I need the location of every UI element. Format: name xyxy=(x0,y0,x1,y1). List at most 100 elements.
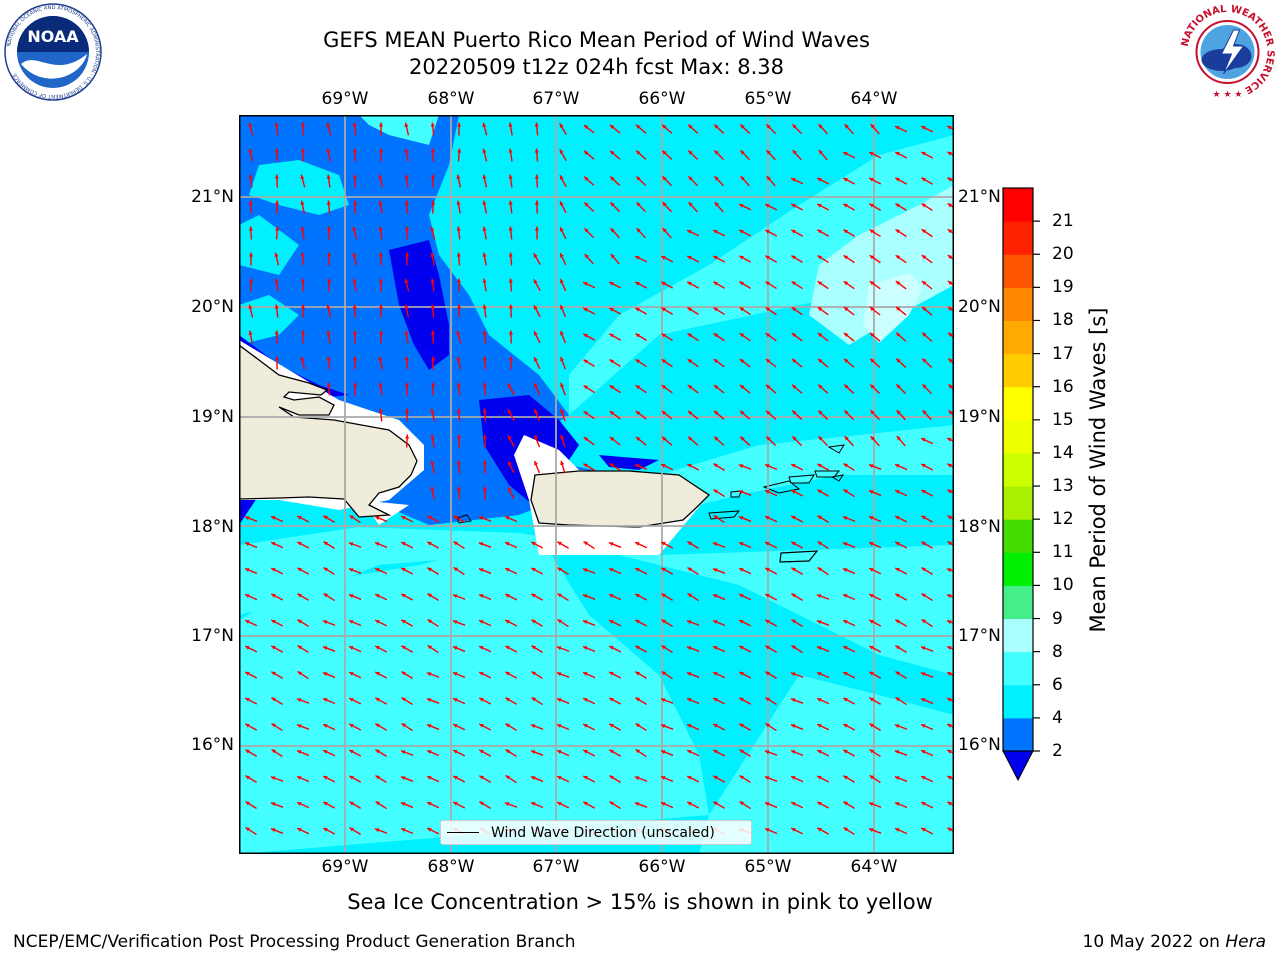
wind-wave-arrowhead xyxy=(688,150,693,155)
wind-wave-arrowhead xyxy=(947,126,952,130)
wind-wave-arrowhead xyxy=(271,516,276,520)
wind-wave-arrowhead xyxy=(456,330,461,336)
wind-wave-arrowhead xyxy=(843,723,848,728)
wind-wave-arrowhead xyxy=(817,332,823,338)
wind-wave-arrowhead xyxy=(894,724,900,729)
wind-wave-arrowhead xyxy=(378,356,383,362)
wind-wave-arrowhead xyxy=(609,646,614,650)
wind-wave-arrowhead xyxy=(740,410,745,415)
wind-wave-arrowhead xyxy=(375,723,380,728)
sea-ice-footnote: Sea Ice Concentration > 15% is shown in … xyxy=(347,890,933,914)
wind-wave-arrowhead xyxy=(922,358,927,363)
wind-wave-arrowhead xyxy=(765,593,770,598)
wind-wave-arrowhead xyxy=(738,516,744,520)
wind-wave-arrowhead xyxy=(713,384,719,390)
wind-wave-arrowhead xyxy=(687,385,693,390)
wave-period-map xyxy=(239,115,954,854)
wind-wave-arrowhead xyxy=(765,464,770,468)
wind-wave-arrowhead xyxy=(404,356,409,361)
wind-wave-arrowhead xyxy=(400,776,406,781)
wind-wave-arrowhead xyxy=(792,436,797,441)
wind-wave-arrowhead xyxy=(635,256,640,260)
wind-wave-arrowhead xyxy=(947,750,952,754)
wind-wave-arrowhead xyxy=(349,724,354,728)
wind-wave-arrowhead xyxy=(378,382,383,387)
wind-wave-arrowhead xyxy=(375,801,381,806)
wind-wave-arrowhead xyxy=(688,436,693,441)
colorbar-block xyxy=(1003,320,1033,355)
wind-wave-arrowhead xyxy=(947,515,952,520)
wind-wave-arrowhead xyxy=(349,775,354,780)
wind-wave-arrowhead xyxy=(274,174,279,179)
wind-wave-arrowhead xyxy=(353,200,358,205)
wind-wave-arrowhead xyxy=(869,671,874,676)
colorbar-block xyxy=(1003,188,1033,222)
wind-wave-arrowhead xyxy=(583,124,589,130)
wind-wave-arrowhead xyxy=(530,724,536,729)
wind-wave-arrowhead xyxy=(740,176,745,181)
wind-wave-arrowhead xyxy=(921,593,926,598)
wind-wave-arrowhead xyxy=(482,200,487,205)
wind-wave-arrowhead xyxy=(249,278,254,283)
colorbar-tick-label: 12 xyxy=(1052,509,1074,530)
wind-wave-arrowhead xyxy=(583,308,588,312)
wind-wave-arrowhead xyxy=(714,150,719,155)
wind-wave-arrowhead xyxy=(739,307,745,312)
colorbar-block xyxy=(1003,287,1033,321)
wind-wave-arrowhead xyxy=(274,278,279,283)
lat-label-left: 16°N xyxy=(191,735,234,755)
wind-wave-arrowhead xyxy=(843,672,848,676)
wind-wave-arrowhead xyxy=(765,490,770,494)
wind-wave-arrowhead xyxy=(843,827,848,832)
wind-wave-arrowhead xyxy=(817,750,822,754)
wind-wave-arrowhead xyxy=(505,671,510,676)
wind-wave-arrowhead xyxy=(300,226,305,231)
wind-wave-arrowhead xyxy=(479,801,484,806)
wind-wave-arrowhead xyxy=(921,126,926,130)
wind-wave-arrowhead xyxy=(297,567,302,572)
lat-label-left: 20°N xyxy=(191,297,234,317)
wind-wave-arrowhead xyxy=(609,775,614,780)
wind-wave-arrowhead xyxy=(817,463,822,468)
colorbar-tick-label: 11 xyxy=(1052,542,1074,563)
wind-wave-arrowhead xyxy=(713,749,718,754)
wind-wave-arrowhead xyxy=(843,698,848,702)
wind-wave-arrowhead xyxy=(326,122,331,128)
wind-wave-arrowhead xyxy=(326,356,331,361)
wind-wave-arrowhead xyxy=(456,226,461,231)
wind-wave-arrowhead xyxy=(687,463,692,468)
wind-wave-arrowhead xyxy=(245,801,250,806)
colorbar-block xyxy=(1003,221,1033,255)
wind-wave-arrowhead xyxy=(634,802,640,807)
wind-wave-arrowhead xyxy=(560,227,564,232)
wind-wave-arrowhead xyxy=(868,828,874,833)
wind-wave-arrowhead xyxy=(583,672,588,676)
wind-wave-arrowhead xyxy=(427,567,432,572)
wind-wave-arrowhead xyxy=(817,541,822,546)
colorbar-block xyxy=(1003,585,1033,620)
wind-wave-arrowhead xyxy=(531,645,536,650)
wind-wave-arrowhead xyxy=(560,253,564,258)
wind-wave-arrowhead xyxy=(508,487,512,492)
wind-wave-arrowhead xyxy=(947,801,952,806)
wind-wave-arrowhead xyxy=(868,802,874,807)
wind-wave-arrowhead xyxy=(404,304,409,309)
wind-wave-arrowhead xyxy=(248,200,253,205)
wind-wave-arrowhead xyxy=(662,176,667,181)
wind-wave-arrowhead xyxy=(791,281,797,286)
wind-wave-arrowhead xyxy=(792,124,797,129)
wind-wave-arrowhead xyxy=(248,174,253,179)
wind-wave-arrowhead xyxy=(766,150,771,155)
wind-wave-arrowhead xyxy=(635,436,641,442)
wind-wave-arrowhead xyxy=(922,332,927,337)
wind-wave-arrowhead xyxy=(375,542,380,546)
wind-wave-arrowhead xyxy=(430,434,435,439)
wind-wave-arrowhead xyxy=(557,593,562,598)
wind-wave-arrowhead xyxy=(765,204,770,208)
wind-wave-arrowhead xyxy=(453,672,458,676)
wind-wave-arrowhead xyxy=(322,620,328,625)
wind-wave-arrowhead xyxy=(323,515,328,520)
wind-wave-arrowhead xyxy=(687,410,693,416)
wind-wave-arrowhead xyxy=(583,385,589,390)
wind-wave-arrowhead xyxy=(869,749,874,754)
